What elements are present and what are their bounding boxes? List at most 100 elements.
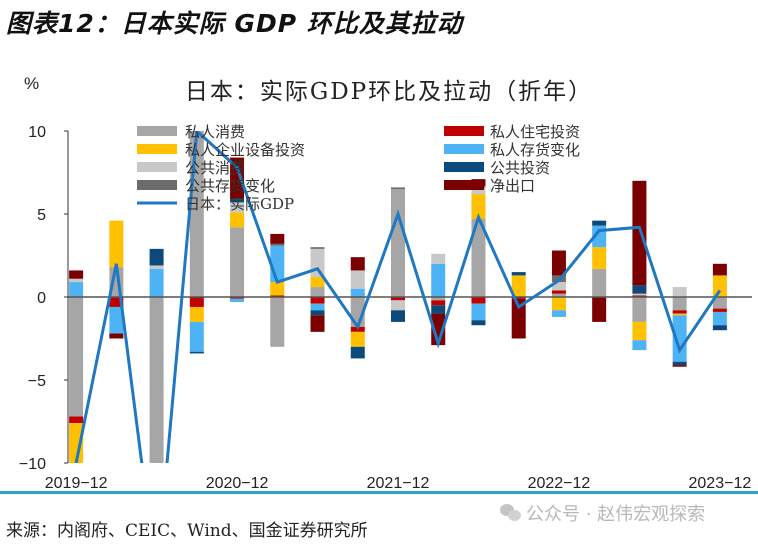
bar-segment-0-16	[712, 297, 727, 309]
bar-segment-7-4	[230, 157, 245, 200]
bar-segment-0-10	[471, 218, 486, 297]
bar-segment-7-7	[350, 257, 365, 271]
bar-segment-0-4	[230, 227, 245, 297]
bar-segment-7-13	[592, 297, 607, 322]
bar-segment-2-13	[592, 247, 607, 269]
bar-segment-7-16	[712, 263, 727, 276]
bar-segment-4-10	[471, 187, 486, 195]
bar-segment-7-1	[109, 333, 124, 339]
bar-segment-3-14	[632, 340, 647, 351]
bar-segment-5-10	[471, 320, 486, 326]
legend-label: 公共投资	[490, 159, 550, 177]
bar-segment-4-0	[69, 278, 84, 283]
bar-segment-0-0	[69, 297, 84, 417]
gdp-line-group	[74, 131, 722, 463]
wechat-icon	[500, 504, 522, 522]
bar-segment-5-3	[189, 351, 204, 354]
bar-segment-5-9	[431, 305, 446, 314]
bar-segment-7-5	[270, 233, 285, 244]
legend-label: 公共存货变化	[185, 177, 275, 195]
bar-segment-6-5	[270, 243, 285, 246]
bar-segment-4-12	[551, 282, 566, 291]
watermark: 公众号 · 赵伟宏观探索	[500, 500, 705, 526]
bar-segment-2-6	[310, 277, 325, 288]
bar-segment-1-9	[431, 300, 446, 306]
bar-segment-5-8	[391, 310, 405, 322]
bar-segment-5-13	[592, 220, 607, 226]
legend-label: 日本：实际GDP	[185, 195, 294, 213]
bar-segment-3-15	[672, 315, 687, 362]
legend-label: 私人企业设备投资	[185, 141, 305, 159]
bar-segment-2-16	[712, 275, 727, 297]
bar-segment-7-12	[551, 250, 566, 276]
chart-title: 日本：实际GDP环比及拉动（折年）	[184, 79, 594, 105]
bar-segment-0-2	[149, 297, 164, 463]
bar-segment-3-12	[551, 310, 566, 317]
bar-segment-5-7	[350, 346, 365, 359]
y-tick-label: 10	[28, 124, 46, 141]
x-tick-label: 2019−12	[45, 475, 108, 492]
x-axis-ticks: 2019−12 2020−12 2021−12 2022−12 2023−12	[45, 475, 752, 492]
bar-segment-0-5	[270, 297, 285, 347]
bar-segment-0-13	[592, 268, 607, 297]
bar-segment-2-14	[632, 321, 647, 341]
bar-segment-4-8	[391, 300, 405, 311]
y-tick-label: −10	[19, 456, 46, 473]
legend-label: 净出口	[490, 177, 535, 195]
bar-segment-3-3	[189, 321, 204, 352]
bar-segment-2-10	[471, 194, 486, 219]
watermark-text: 公众号 · 赵伟宏观探索	[526, 504, 706, 525]
bar-segment-3-0	[69, 282, 84, 297]
legend-label: 私人消费	[185, 123, 245, 141]
x-tick-label: 2020−12	[206, 475, 269, 492]
bar-segment-5-16	[712, 325, 727, 331]
legend-swatch	[137, 144, 177, 154]
bar-segment-0-9	[431, 297, 446, 301]
bar-segment-3-4	[230, 298, 245, 302]
bar-segment-4-14	[632, 293, 647, 296]
legend-swatch	[444, 180, 484, 190]
y-tick-label: 5	[37, 207, 46, 224]
bar-segment-1-8	[391, 297, 405, 301]
bar-segment-6-6	[310, 247, 325, 249]
bar-segment-2-15	[672, 313, 687, 316]
bar-segment-5-11	[511, 272, 526, 276]
bar-segment-2-1	[109, 220, 124, 268]
bar-segment-4-7	[350, 270, 365, 289]
bar-segment-1-3	[189, 297, 204, 307]
y-tick-label: −5	[28, 373, 46, 390]
bar-segment-1-15	[672, 310, 687, 314]
bar-segment-2-4	[230, 212, 245, 228]
bar-segment-7-0	[69, 270, 84, 279]
legend-swatch	[444, 144, 484, 154]
bar-segment-1-11	[511, 297, 526, 299]
source-note: 来源：内阁府、CEIC、Wind、国金证券研究所	[6, 521, 368, 541]
bar-segment-0-12	[551, 293, 566, 297]
bar-segment-1-5	[270, 295, 285, 297]
bar-segment-5-6	[310, 310, 325, 316]
bar-segment-0-6	[310, 287, 325, 297]
bar-segment-7-15	[672, 365, 687, 367]
legend-swatch	[137, 162, 177, 172]
bar-segment-5-14	[632, 285, 647, 294]
bar-segment-5-2	[149, 248, 164, 266]
bar-segment-2-11	[511, 275, 526, 297]
bar-segment-4-15	[672, 287, 687, 297]
legend-swatch	[137, 180, 177, 190]
bar-segment-0-14	[632, 297, 647, 322]
bar-segment-7-14	[632, 180, 647, 286]
x-tick-label: 2023−12	[689, 475, 752, 492]
bar-segment-1-10	[471, 297, 486, 304]
legend-swatch	[137, 126, 177, 136]
bar-segment-1-0	[69, 416, 84, 424]
x-tick-label: 2021−12	[367, 475, 430, 492]
legend-label: 私人住宅投资	[490, 123, 580, 141]
bar-segment-4-6	[310, 248, 325, 278]
bar-segment-6-8	[391, 187, 405, 190]
bar-segment-0-15	[672, 297, 687, 311]
bar-segment-1-12	[551, 290, 566, 294]
y-axis-ticks: 10 5 0 −5 −10	[19, 124, 68, 473]
bottom-divider	[0, 491, 758, 494]
legend-label: 私人存货变化	[490, 141, 580, 159]
bar-segment-7-6	[310, 315, 325, 332]
